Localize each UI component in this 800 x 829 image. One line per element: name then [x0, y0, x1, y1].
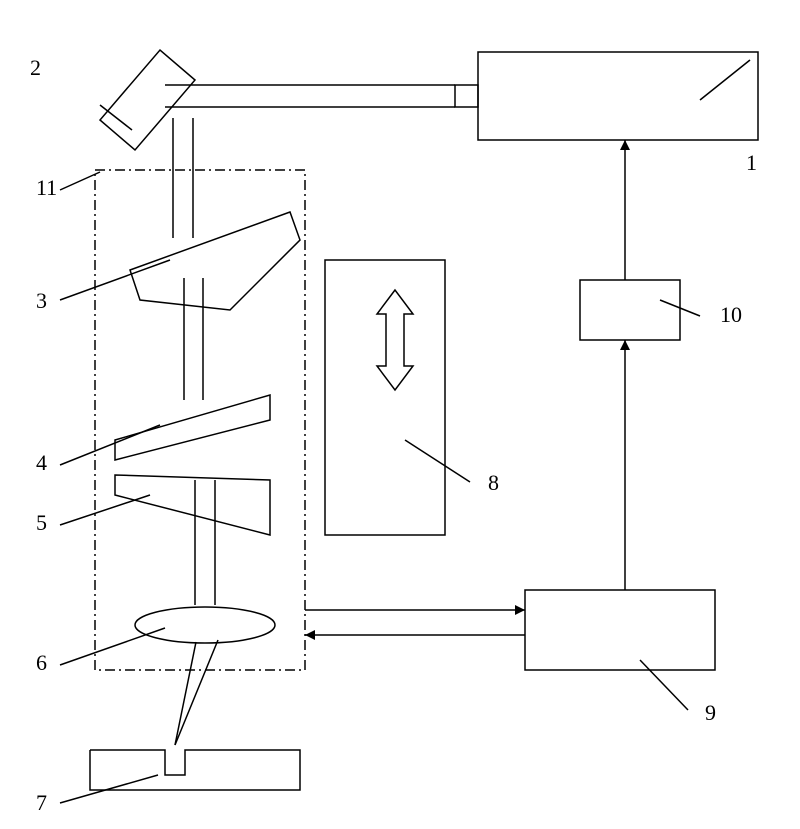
mirror-2 [100, 50, 195, 150]
leader-line [60, 775, 158, 803]
laser-nozzle [455, 85, 478, 107]
diagram-canvas: 1 2 3 4 5 6 7 8 9 10 11 [0, 0, 800, 829]
label-5: 5 [36, 510, 47, 535]
driver-10 [580, 280, 680, 340]
lens-6 [135, 607, 275, 643]
label-1: 1 [746, 150, 757, 175]
label-10: 10 [720, 302, 742, 327]
focus-cone [175, 642, 196, 745]
label-8: 8 [488, 470, 499, 495]
wedge-5 [115, 475, 270, 535]
box-1 [478, 52, 758, 140]
updown-arrow-icon [377, 290, 413, 390]
wedge-4 [115, 395, 270, 460]
leader-line [405, 440, 470, 482]
leader-line [60, 425, 160, 465]
label-6: 6 [36, 650, 47, 675]
label-3: 3 [36, 288, 47, 313]
controller-9 [525, 590, 715, 670]
leader-line [700, 60, 750, 100]
leader-line [60, 628, 165, 665]
label-7: 7 [36, 790, 47, 815]
leader-line [60, 495, 150, 525]
leader-line [640, 660, 688, 710]
label-11: 11 [36, 175, 57, 200]
leader-line [60, 172, 100, 190]
label-2: 2 [30, 55, 41, 80]
workpiece-7 [90, 750, 300, 790]
stage-8 [325, 260, 445, 535]
label-9: 9 [705, 700, 716, 725]
scan-head-3 [130, 212, 300, 310]
leader-line [100, 105, 132, 130]
leader-line [60, 260, 170, 300]
label-4: 4 [36, 450, 47, 475]
